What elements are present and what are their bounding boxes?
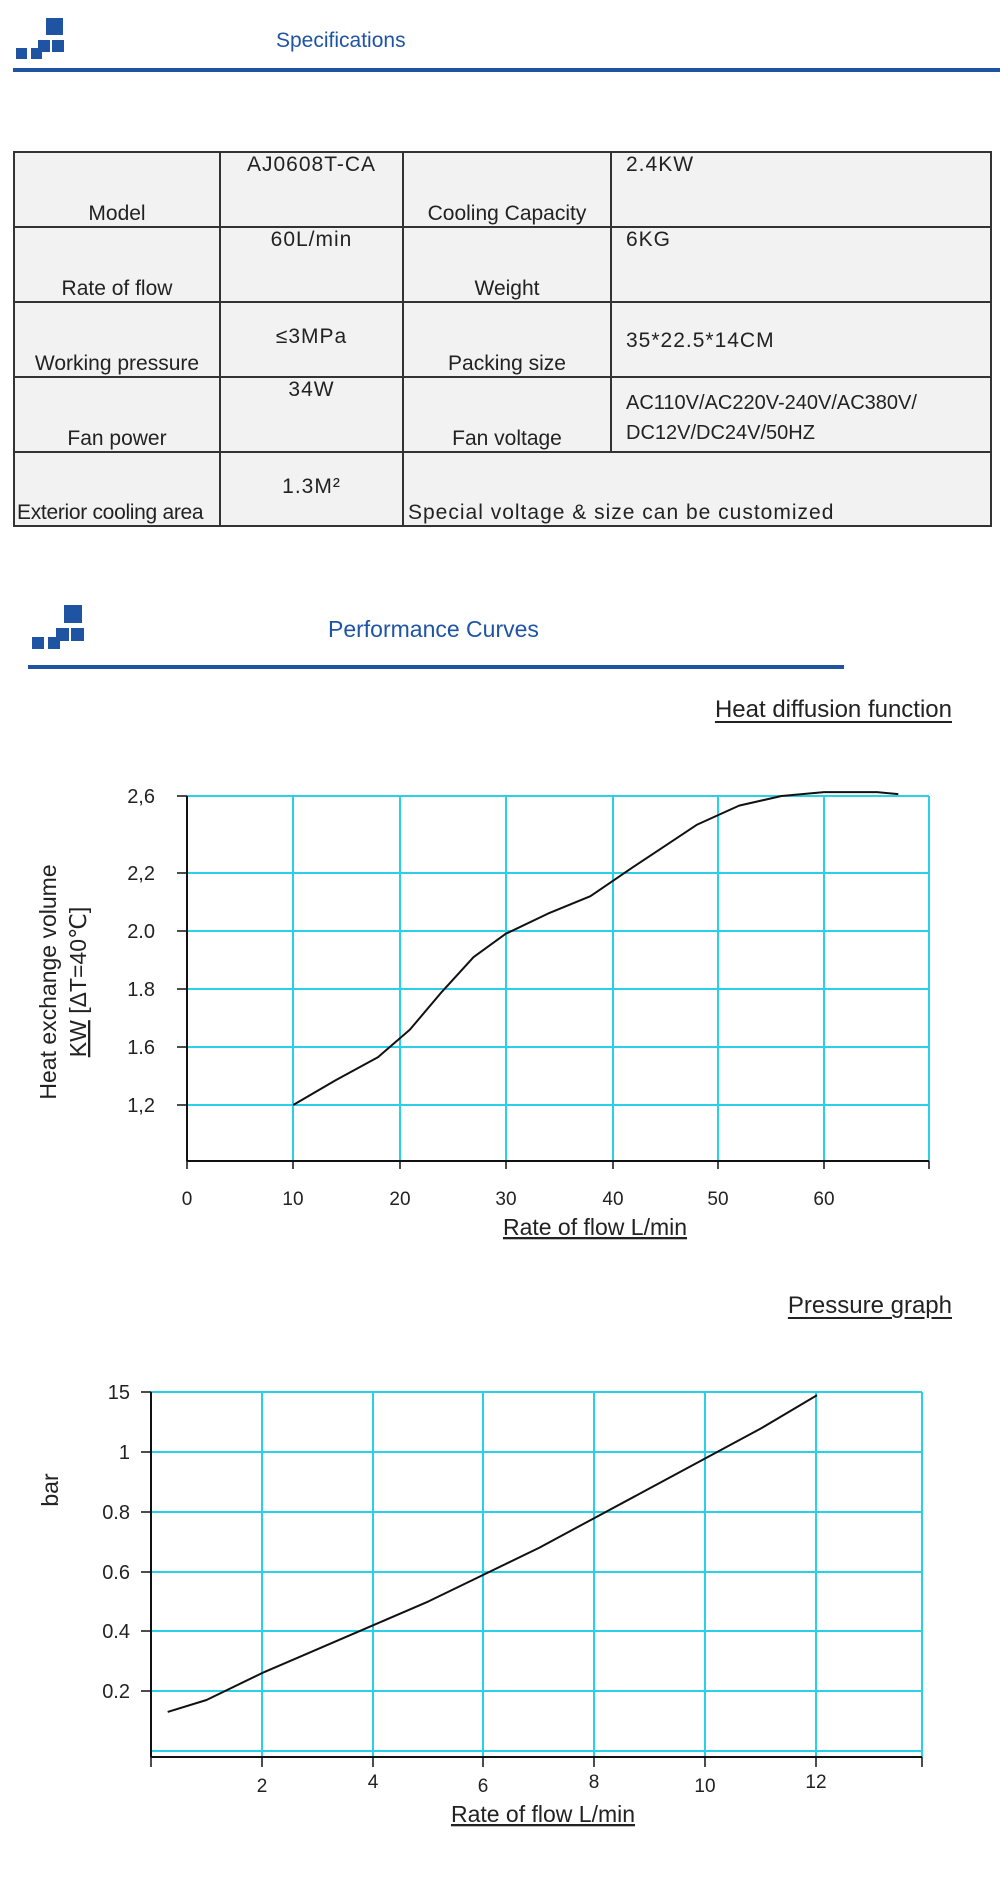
x-tick-label: 8: [589, 1772, 600, 1793]
specifications-table: Model AJ0608T-CA Cooling Capacity 2.4KW …: [13, 151, 992, 527]
y-tick-label: 2,6: [127, 786, 155, 808]
table-row: Working pressure ≤3MPa Packing size 35*2…: [13, 301, 992, 378]
specifications-title: Specifications: [276, 29, 406, 52]
heat-diffusion-chart: 0 10 20 30 40 50 60 2,6 2,2 2.0 1.8 1.6 1,2 Rate of f…: [35, 786, 930, 1240]
x-tick-label: 20: [389, 1189, 410, 1210]
spec-value: 35*22.5*14CM: [610, 301, 992, 378]
heat-curve-line: [292, 791, 899, 1106]
y-tick-label: 1: [119, 1442, 130, 1464]
spec-label: Exterior cooling area: [13, 451, 221, 527]
chart-title: Pressure graph: [787, 1292, 952, 1319]
spec-label: Fan power: [13, 376, 221, 453]
x-tick-label: 50: [707, 1189, 728, 1210]
y-axis-label-unit: KW: [65, 1020, 91, 1057]
table-row: Model AJ0608T-CA Cooling Capacity 2.4KW: [13, 151, 992, 228]
y-axis-label-line-1: Heat exchange volume: [35, 864, 61, 1099]
x-tick-label: 2: [257, 1776, 268, 1797]
spec-value: 1.3M²: [219, 451, 404, 527]
y-axis-label-condition: [ΔT=40℃]: [65, 907, 91, 1020]
y-tick-label: 15: [108, 1382, 130, 1404]
y-tick-label: 1,2: [127, 1095, 155, 1117]
specifications-header: Specifications: [0, 0, 1000, 80]
header-divider: [28, 665, 844, 669]
pressure-chart-panel: Pressure graph 2 4 6 8 10 12 15 1 0.8 0.6 0.4 0.2 Ra…: [12, 1280, 988, 1880]
x-tick-label: 10: [694, 1776, 715, 1797]
table-row: Exterior cooling area 1.3M² Special volt…: [13, 451, 992, 527]
spec-value: AJ0608T-CA: [219, 151, 404, 228]
y-tick-label: 0.6: [102, 1562, 130, 1584]
x-tick-label: 0: [182, 1189, 193, 1210]
spec-value: AC110V/AC220V-240V/AC380V/ DC12V/DC24V/5…: [610, 376, 992, 453]
spec-label: Model: [13, 151, 221, 228]
y-tick-label: 1.8: [127, 979, 155, 1001]
spec-value: 34W: [219, 376, 404, 453]
header-divider: [13, 68, 1000, 72]
customization-note: Special voltage & size can be customized: [402, 451, 992, 527]
spec-label: Weight: [402, 226, 612, 303]
y-tick-label: 2.0: [127, 921, 155, 943]
x-tick-label: 60: [813, 1189, 834, 1210]
table-row: Rate of flow 60L/min Weight 6KG: [13, 226, 992, 303]
y-tick-label: 0.2: [102, 1681, 130, 1703]
y-tick-label: 1.6: [127, 1037, 155, 1059]
heat-diffusion-chart-panel: Heat diffusion function 0 10 20 30 40 50 60 2,6…: [12, 684, 988, 1252]
spec-value: 2.4KW: [610, 151, 992, 228]
x-tick-label: 40: [602, 1189, 623, 1210]
spec-value: 6KG: [610, 226, 992, 303]
y-tick-label: 0.4: [102, 1621, 130, 1643]
x-tick-label: 4: [368, 1772, 379, 1793]
spec-label: Cooling Capacity: [402, 151, 612, 228]
x-axis-label: Rate of flow L/min: [503, 1214, 687, 1240]
x-tick-label: 30: [495, 1189, 516, 1210]
brand-blocks-icon: [32, 605, 92, 649]
pressure-chart: 2 4 6 8 10 12 15 1 0.8 0.6 0.4 0.2 Rate of flow L/mi…: [37, 1382, 923, 1827]
spec-label: Fan voltage: [402, 376, 612, 453]
brand-blocks-icon: [16, 18, 72, 60]
x-tick-label: 12: [805, 1772, 826, 1793]
fan-voltage-line-1: AC110V/AC220V-240V/AC380V/: [626, 392, 917, 414]
spec-label: Working pressure: [13, 301, 221, 378]
spec-label: Rate of flow: [13, 226, 221, 303]
x-tick-label: 6: [478, 1776, 489, 1797]
x-tick-label: 10: [282, 1189, 303, 1210]
spec-label: Packing size: [402, 301, 612, 378]
performance-title: Performance Curves: [328, 616, 539, 642]
table-row: Fan power 34W Fan voltage AC110V/AC220V-…: [13, 376, 992, 453]
spec-value: ≤3MPa: [219, 301, 404, 378]
y-tick-label: 2,2: [127, 863, 155, 885]
chart-title: Heat diffusion function: [714, 696, 952, 723]
fan-voltage-line-2: DC12V/DC24V/50HZ: [626, 422, 815, 444]
performance-header: Performance Curves: [0, 595, 1000, 675]
pressure-curve-line: [167, 1394, 818, 1713]
spec-value: 60L/min: [219, 226, 404, 303]
x-axis-label: Rate of flow L/min: [451, 1801, 635, 1827]
y-tick-label: 0.8: [102, 1502, 130, 1524]
y-axis-label: bar: [37, 1473, 63, 1507]
y-axis-label-line-2: KW [ΔT=40℃]: [65, 907, 91, 1058]
